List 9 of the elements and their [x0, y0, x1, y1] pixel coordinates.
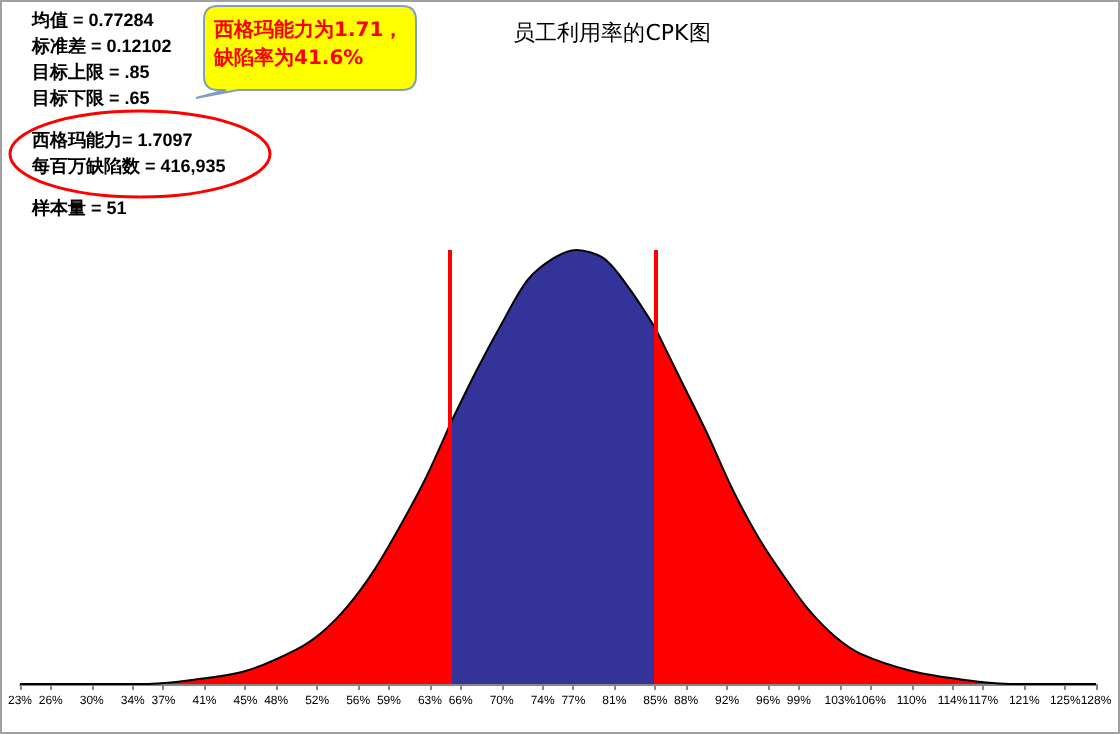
text: 标准差 = 0.12102: [32, 36, 172, 56]
chart-title: 员工利用率的CPK图: [511, 18, 713, 48]
text: 西格玛能力为1.71，缺陷率为41.6%: [214, 18, 406, 74]
text: 西格玛能力= 1.7097: [32, 128, 195, 154]
text: 样本量 = 51: [32, 196, 129, 222]
text: 目标上限 = .85: [32, 62, 150, 82]
text: 目标下限 = .65: [32, 86, 152, 112]
text: 均值 = 0.77284: [32, 10, 154, 30]
text: 每百万缺陷数 = 416,935: [32, 154, 226, 180]
